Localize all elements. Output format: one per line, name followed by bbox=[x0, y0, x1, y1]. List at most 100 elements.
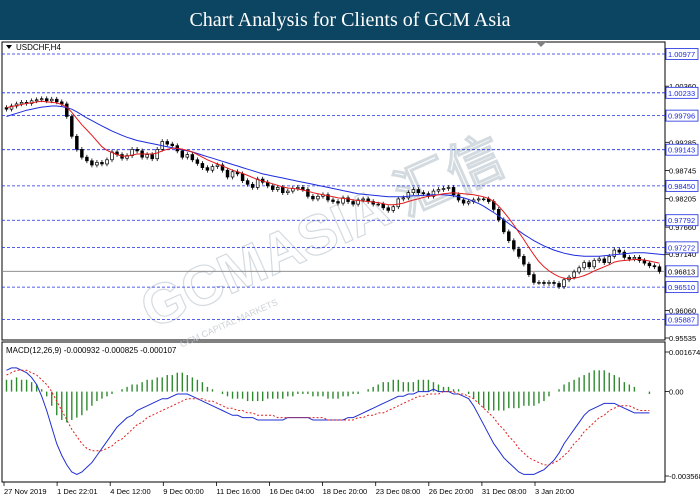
x-tick-label: 23 Dec 08:00 bbox=[376, 487, 421, 496]
candle bbox=[85, 154, 89, 164]
candle-body bbox=[135, 148, 139, 152]
candle bbox=[250, 181, 255, 190]
candle bbox=[617, 247, 622, 255]
candle bbox=[220, 162, 225, 173]
candle-body bbox=[446, 187, 451, 189]
chart-shift-icon[interactable] bbox=[536, 42, 546, 47]
candle-body bbox=[577, 267, 581, 273]
candle-body bbox=[34, 99, 39, 102]
candle-body bbox=[451, 187, 456, 196]
candle bbox=[65, 101, 69, 119]
candle bbox=[637, 255, 642, 263]
candle bbox=[507, 229, 511, 244]
level-label: 0.99143 bbox=[665, 143, 699, 156]
candle-body bbox=[582, 262, 586, 269]
candle bbox=[145, 152, 149, 160]
candle bbox=[210, 164, 215, 173]
candle-body bbox=[190, 154, 195, 161]
level-label: 0.99796 bbox=[665, 109, 699, 122]
candle-body bbox=[642, 260, 647, 264]
level-label-box bbox=[665, 241, 699, 254]
candle-body bbox=[90, 160, 94, 166]
candle-body bbox=[351, 201, 355, 205]
candle bbox=[542, 280, 546, 286]
x-tick-label: 31 Dec 08:00 bbox=[482, 487, 527, 496]
candle-body bbox=[431, 190, 436, 197]
level-label-text: 0.97272 bbox=[668, 243, 695, 252]
candle bbox=[336, 199, 340, 206]
candle-body bbox=[401, 197, 406, 200]
candle bbox=[612, 247, 617, 259]
level-label-box bbox=[665, 214, 699, 227]
candle-body bbox=[281, 187, 285, 194]
x-tick-label: 26 Dec 20:00 bbox=[429, 487, 474, 496]
x-tick-label: 27 Nov 2019 bbox=[4, 487, 47, 496]
candle-body bbox=[637, 257, 642, 261]
candle-body bbox=[406, 192, 411, 199]
candle-body bbox=[80, 148, 84, 158]
candle bbox=[225, 167, 230, 180]
candle-body bbox=[386, 207, 390, 211]
candle-body bbox=[70, 116, 74, 137]
candle bbox=[270, 183, 275, 192]
candle bbox=[466, 199, 471, 206]
level-label: 1.00233 bbox=[665, 86, 699, 99]
candle-body bbox=[632, 257, 637, 260]
level-label-text: 0.98450 bbox=[668, 182, 695, 191]
macd-signal-line bbox=[6, 369, 650, 466]
candle bbox=[286, 188, 290, 196]
candle bbox=[185, 152, 190, 160]
candle bbox=[597, 256, 601, 263]
candle bbox=[60, 99, 64, 107]
candle bbox=[527, 261, 531, 277]
candle bbox=[200, 161, 205, 170]
candle-body bbox=[572, 271, 576, 278]
candle bbox=[406, 190, 411, 201]
candle-body bbox=[627, 257, 632, 260]
candle-body bbox=[150, 154, 154, 160]
candle-body bbox=[55, 98, 59, 103]
candle-body bbox=[356, 199, 360, 205]
price-chart[interactable]: GCMASIA 汇信 GCM CAPITAL MARKETS 0.955350.… bbox=[0, 40, 700, 500]
candle-body bbox=[537, 282, 541, 284]
price-tick-label: 0.97140 bbox=[669, 250, 696, 259]
level-label-box bbox=[665, 281, 699, 294]
level-label-text: 0.99796 bbox=[668, 112, 695, 121]
candle-body bbox=[165, 141, 169, 145]
macd-label: MACD(12,26,9) -0.000932 -0.000825 -0.000… bbox=[6, 346, 177, 355]
candle-body bbox=[461, 199, 466, 204]
candle-body bbox=[652, 265, 657, 268]
candle bbox=[416, 187, 421, 196]
main-plot-frame bbox=[1, 41, 666, 341]
candle-body bbox=[622, 251, 627, 258]
candle-body bbox=[391, 206, 396, 211]
candle-body bbox=[195, 159, 200, 164]
candle bbox=[90, 158, 94, 168]
candle bbox=[311, 193, 315, 202]
symbol-dropdown-icon[interactable] bbox=[6, 45, 12, 49]
candle-body bbox=[617, 249, 622, 253]
candle-body bbox=[311, 195, 315, 200]
candle-body bbox=[75, 135, 79, 150]
candle bbox=[19, 100, 24, 107]
candle-body bbox=[361, 198, 365, 201]
candle-body bbox=[200, 163, 205, 168]
candle-body bbox=[145, 154, 149, 158]
x-tick-label: 3 Jan 20:00 bbox=[535, 487, 574, 496]
candle bbox=[436, 187, 441, 194]
level-label: 0.98450 bbox=[665, 179, 699, 192]
candle bbox=[476, 196, 481, 203]
candle bbox=[326, 192, 330, 203]
candle bbox=[276, 185, 280, 192]
candle-body bbox=[542, 282, 546, 284]
candle-body bbox=[557, 283, 561, 287]
candle-body bbox=[205, 167, 210, 171]
level-label-box bbox=[665, 143, 699, 156]
banner-title: Chart Analysis for Clients of GCM Asia bbox=[189, 8, 511, 31]
candle-body bbox=[215, 164, 220, 167]
x-tick-label: 11 Dec 16:00 bbox=[216, 487, 260, 496]
candle bbox=[195, 157, 200, 166]
candle-body bbox=[466, 201, 471, 204]
level-label-box bbox=[665, 313, 699, 326]
x-tick-label: 4 Dec 12:00 bbox=[110, 487, 150, 496]
